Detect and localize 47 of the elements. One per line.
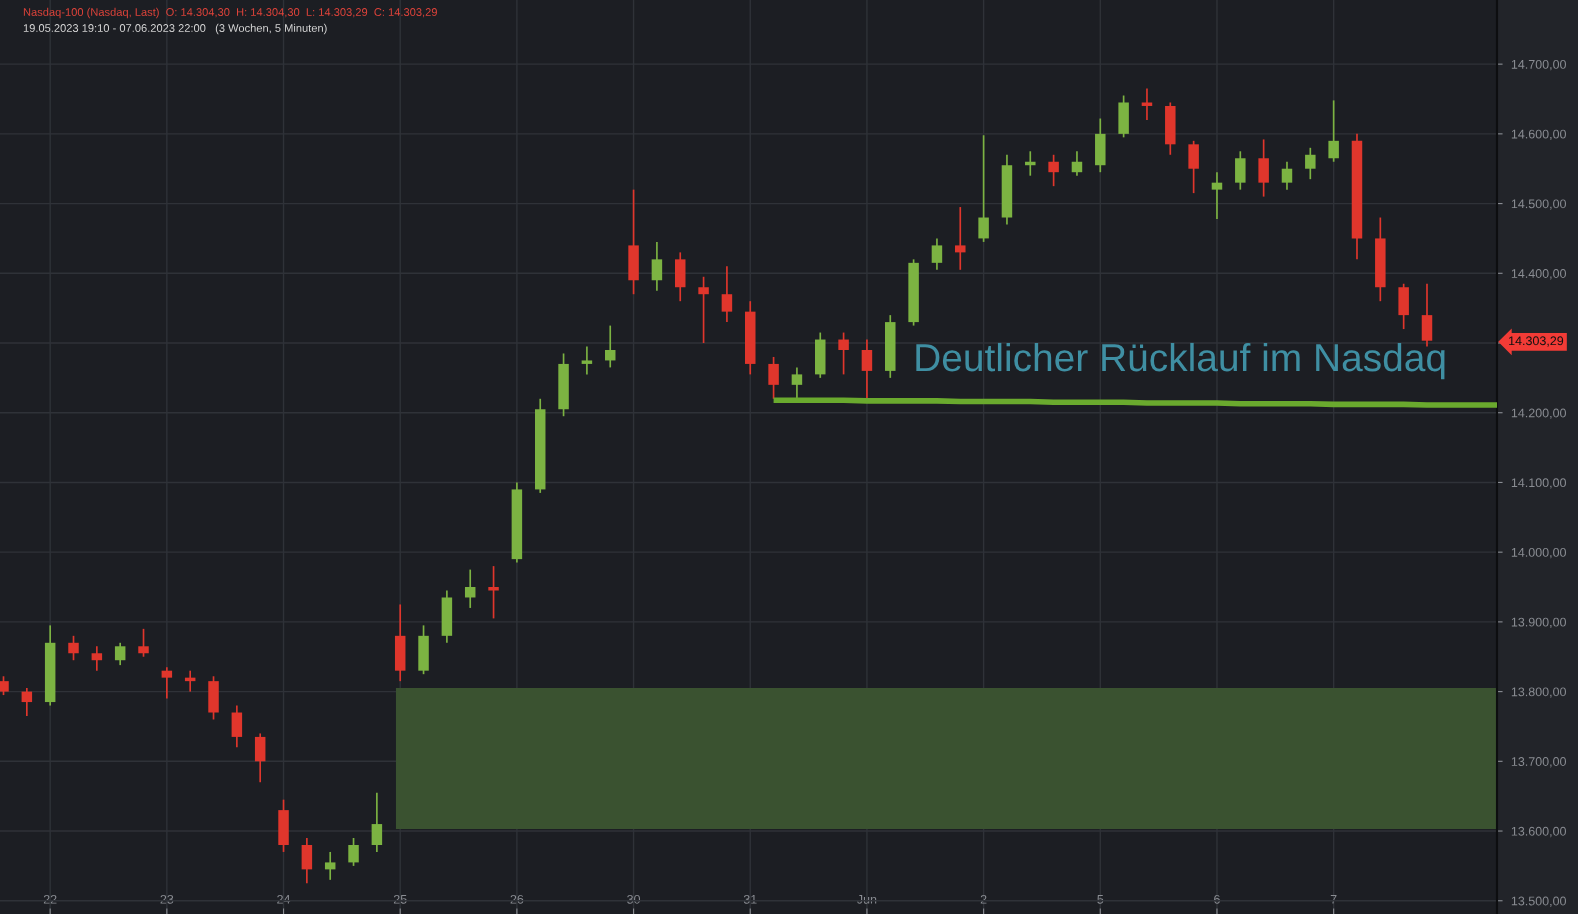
candlestick — [1211, 171, 1223, 220]
y-tick-label: 13.800,00 — [1511, 687, 1567, 698]
candlestick — [698, 275, 709, 344]
candlestick — [1071, 150, 1083, 177]
candlestick — [1328, 99, 1339, 163]
candlestick — [931, 237, 943, 271]
candlestick — [91, 645, 103, 672]
y-tick-label: 14.700,00 — [1511, 59, 1567, 71]
candlestick — [161, 666, 173, 700]
candlestick — [488, 565, 499, 620]
candlestick — [1305, 146, 1316, 181]
y-tick-label: 13.900,00 — [1511, 617, 1567, 629]
candlestick — [68, 634, 79, 662]
y-tick-label: 13.600,00 — [1511, 826, 1567, 838]
candlestick — [838, 331, 849, 376]
candlestick — [768, 356, 779, 400]
annotation: Nasdaq-100 (Nasdaq, Last) O: 14.304,30 H: 14.304,30 L: 14.303,29 C: 14.303,29 — [23, 7, 437, 19]
y-tick-label: 14.400,00 — [1511, 269, 1567, 280]
candlestick — [978, 134, 989, 243]
y-tick-label: 14.600,00 — [1511, 129, 1567, 140]
candlestick — [651, 241, 663, 292]
y-tick-label: 14.500,00 — [1511, 199, 1567, 210]
y-tick-label: 14.100,00 — [1511, 478, 1567, 489]
y-tick-label: 13.700,00 — [1511, 757, 1567, 768]
y-tick-label: 13.500,00 — [1511, 896, 1567, 907]
candlestick — [114, 641, 126, 666]
annotation: Deutlicher Rücklauf im Nasdaq — [916, 342, 1445, 380]
candlestick — [464, 568, 476, 609]
y-tick-label: 14.000,00 — [1511, 547, 1567, 559]
candlestick — [138, 628, 149, 658]
y-tick-label: 14.200,00 — [1511, 408, 1567, 419]
candlestick — [1141, 87, 1153, 121]
candlestick — [721, 265, 733, 323]
candlestick — [861, 338, 873, 400]
candlestick — [324, 851, 336, 881]
candlestick — [21, 687, 33, 717]
candlestick — [348, 837, 359, 867]
candlestick — [1048, 153, 1059, 187]
candlestick — [1281, 160, 1293, 191]
text: 14.303,29 — [1509, 336, 1564, 347]
annotation: 19.05.2023 19:10 - 07.06.2023 22:00 (3 Wochen, 5 Minuten) — [23, 23, 327, 35]
candlestick — [371, 791, 383, 853]
candlestick — [581, 345, 593, 376]
x-tick-label: 5 — [1097, 895, 1104, 904]
candlestick — [791, 366, 803, 400]
candlestick — [604, 324, 616, 369]
candlestick — [955, 206, 966, 271]
